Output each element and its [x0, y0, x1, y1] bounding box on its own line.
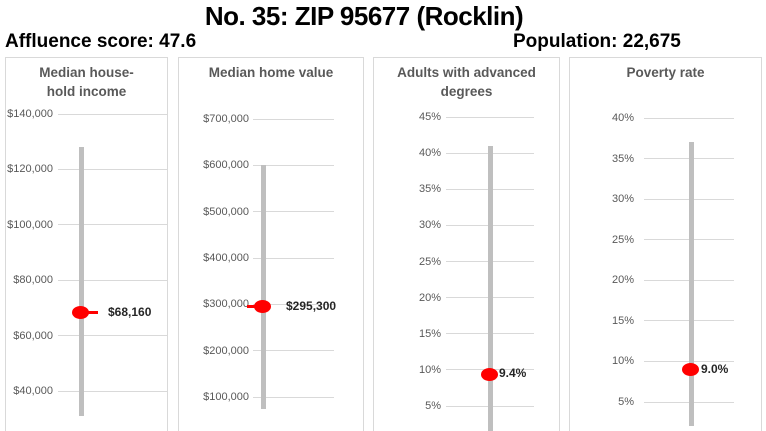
y-axis-tick-label: $40,000 — [13, 385, 53, 397]
plot-area-median-household-income: $140,000 $120,000 $100,000 $80,000 $60,000 $4… — [6, 58, 167, 431]
y-axis-tick-label: $600,000 — [203, 159, 249, 172]
y-axis-tick-label: 10% — [611, 355, 634, 368]
y-axis-tick-label: 15% — [418, 327, 441, 340]
y-gridline — [253, 118, 334, 120]
y-axis-tick-label: 5% — [618, 396, 634, 408]
range-bar — [488, 145, 493, 431]
panel-title-median-household-income: Median house- hold income — [39, 65, 134, 99]
plot-area-median-home-value: $700,000 $600,000 $500,000 $400,000 $300,000… — [179, 58, 363, 431]
y-axis-tick-label: 30% — [611, 193, 634, 206]
y-axis-tick-label: $100,000 — [7, 218, 53, 231]
y-axis-tick-label: 25% — [418, 255, 441, 268]
y-gridline — [58, 113, 167, 115]
y-axis-tick-label: 40% — [611, 112, 634, 124]
affluence-score-label: Affluence score: 47.6 — [5, 31, 197, 52]
y-gridline — [253, 396, 334, 398]
y-gridline — [253, 211, 334, 213]
y-axis-tick-label: $200,000 — [203, 344, 249, 357]
plot-area-poverty-rate: 40% 35% 30% 25% 20% 15% 10% 5% 9.0% — [570, 58, 761, 431]
value-dot — [72, 306, 89, 320]
y-axis-tick-label: $80,000 — [13, 274, 53, 287]
panel-title-median-home-value: Median home value — [208, 65, 334, 80]
marker-dash — [81, 311, 98, 315]
y-gridline — [58, 224, 167, 226]
y-axis-tick-label: 15% — [611, 314, 634, 327]
value-label: $68,160 — [108, 304, 152, 319]
y-axis-tick-label: 45% — [418, 111, 441, 123]
value-dot — [682, 363, 699, 377]
y-axis-tick-label: $60,000 — [13, 329, 53, 342]
y-axis-tick-label: 30% — [418, 219, 441, 232]
plot-area-adults-advanced-degrees: 45% 40% 35% 30% 25% 20% 15% 10% 5% 9.4% — [374, 58, 559, 431]
y-axis-tick-label: 5% — [425, 400, 441, 412]
y-axis-tick-label: 20% — [418, 291, 441, 304]
range-bar — [261, 165, 266, 410]
y-axis-tick-label: $700,000 — [203, 113, 249, 125]
panel-median-home-value: Median home value $700,000 $600,000 $500,0… — [178, 57, 364, 431]
y-axis-tick-label: 10% — [418, 363, 441, 376]
panel-poverty-rate: Poverty rate 40% 35% 30% 25% 20% 15% 10% 5% 9.0% — [569, 57, 762, 431]
y-axis-tick-label: 35% — [611, 152, 634, 165]
panel-title-adults-advanced-degrees: Adults with advanced degrees — [397, 65, 536, 99]
panel-median-household-income: Median house- hold income $140,000 $120,0… — [5, 57, 168, 431]
y-gridline — [253, 350, 334, 352]
y-gridline — [58, 279, 167, 281]
y-gridline — [253, 303, 334, 305]
y-axis-tick-label: 25% — [611, 233, 634, 246]
y-axis-tick-label: 35% — [418, 183, 441, 196]
value-label: 9.4% — [499, 366, 527, 381]
value-label: $295,300 — [286, 298, 337, 313]
y-axis-tick-label: $120,000 — [7, 163, 53, 176]
value-dot — [481, 367, 498, 381]
y-axis-tick-label: $100,000 — [203, 391, 249, 403]
y-axis-tick-label: $400,000 — [203, 252, 249, 264]
value-dot — [254, 300, 271, 313]
y-gridline — [253, 257, 334, 259]
panel-title-poverty-rate: Poverty rate — [626, 65, 705, 80]
y-gridline — [58, 335, 167, 337]
page-title: No. 35: ZIP 95677 (Rocklin) — [204, 1, 524, 31]
y-axis-tick-label: $500,000 — [203, 205, 249, 218]
range-bar — [689, 142, 694, 427]
y-axis-tick-label: $300,000 — [203, 298, 249, 311]
y-gridline — [58, 390, 167, 392]
range-bar — [79, 147, 84, 416]
y-gridline — [644, 117, 734, 119]
y-axis-tick-label: 40% — [418, 147, 441, 160]
y-gridline — [446, 116, 534, 118]
panel-adults-advanced-degrees: Adults with advanced degrees 45% 40% 35% 30… — [373, 57, 560, 431]
population-label: Population: 22,675 — [513, 31, 681, 52]
y-axis-tick-label: 20% — [611, 274, 634, 287]
value-label: 9.0% — [701, 361, 729, 376]
y-gridline — [58, 168, 167, 170]
y-axis-tick-label: $140,000 — [7, 108, 53, 120]
y-gridline — [253, 164, 334, 166]
